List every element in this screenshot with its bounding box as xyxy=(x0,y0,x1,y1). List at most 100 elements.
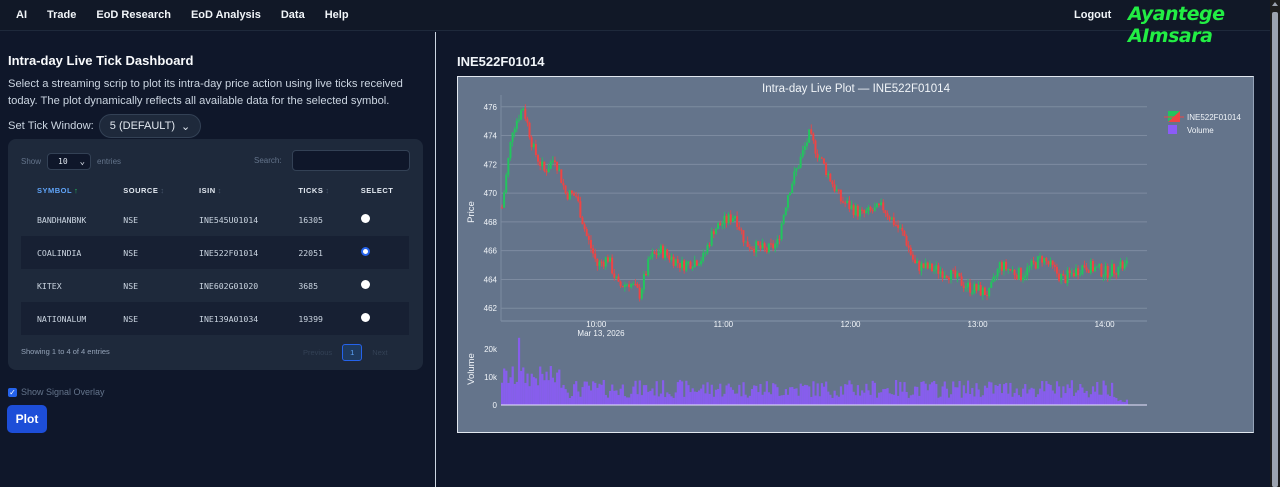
show-label: Show xyxy=(21,157,42,166)
chevron-down-icon: ⌄ xyxy=(181,120,191,133)
cell-ticks: 22051 xyxy=(282,236,345,269)
right-panel: INE522F01014 Intra-day Live Plot — INE52… xyxy=(437,32,1270,487)
date-subtitle: Mar 13, 2026 xyxy=(577,329,625,338)
plot-button[interactable]: Plot xyxy=(7,405,47,433)
table-row[interactable]: BANDHANBNK NSE INE545U01014 16305 xyxy=(21,203,409,236)
selected-isin-heading: INE522F01014 xyxy=(457,54,545,69)
scroll-up-icon[interactable] xyxy=(1272,2,1278,6)
table-row[interactable]: COALINDIA NSE INE522F01014 22051 xyxy=(21,236,409,269)
cell-ticks: 16305 xyxy=(298,214,323,225)
cell-symbol: NATIONALUM xyxy=(21,302,108,335)
cell-isin: INE139A01034 xyxy=(183,302,283,335)
tick-window-label: Set Tick Window: xyxy=(8,120,94,132)
page-scrollbar[interactable] xyxy=(1270,0,1280,487)
cell-source: NSE xyxy=(107,236,184,269)
table-info: Showing 1 to 4 of 4 entries xyxy=(21,347,110,356)
page-length-select[interactable]: 10 ⌄ xyxy=(47,153,92,170)
cell-symbol: COALINDIA xyxy=(21,236,108,269)
legend-item-candles[interactable]: INE522F01014 xyxy=(1164,111,1241,122)
price-axis-label: Price xyxy=(466,201,477,223)
column-header-ticks[interactable]: TICKS ↕ xyxy=(298,186,330,195)
live-plot[interactable]: Intra-day Live Plot — INE522F01014 462 46… xyxy=(457,76,1254,433)
svg-text:10:00: 10:00 xyxy=(586,320,607,329)
cell-ticks: 19399 xyxy=(282,302,345,335)
svg-text:476: 476 xyxy=(484,103,498,112)
nav-item-eod-analysis[interactable]: EoD Analysis xyxy=(190,9,261,21)
volume-axis-ticks: 0 10k 20k xyxy=(484,345,498,410)
search-label: Search: xyxy=(254,156,282,165)
price-axis-ticks: 462 464 466 468 470 472 474 476 xyxy=(484,103,498,313)
column-header-isin[interactable]: ISIN ↕ xyxy=(199,186,222,195)
cell-ticks: 3685 xyxy=(298,280,319,291)
symbols-table-card: Show 10 ⌄ entries Search: SYMBOL ↑ SOURCE… xyxy=(8,139,423,370)
previous-button[interactable]: Previous xyxy=(303,348,333,357)
plot-canvas[interactable]: Intra-day Live Plot — INE522F01014 462 46… xyxy=(458,77,1255,434)
tick-window-select[interactable]: 5 (DEFAULT) ⌄ xyxy=(98,114,202,138)
dashboard-description: Select a streaming scrip to plot its int… xyxy=(8,78,403,107)
svg-text:14:00: 14:00 xyxy=(1095,320,1116,329)
logout-link[interactable]: Logout xyxy=(1074,9,1112,21)
select-radio[interactable] xyxy=(360,313,370,322)
chart-legend[interactable]: INE522F01014 Volume xyxy=(1164,111,1241,135)
select-radio[interactable] xyxy=(360,247,370,256)
svg-text:0: 0 xyxy=(493,401,498,410)
search-input[interactable] xyxy=(291,150,410,171)
page-button-1[interactable]: 1 xyxy=(342,344,363,361)
select-radio[interactable] xyxy=(360,280,370,289)
cell-symbol: BANDHANBNK xyxy=(37,214,87,225)
svg-text:20k: 20k xyxy=(484,345,498,354)
nav-item-ai[interactable]: AI xyxy=(16,9,27,21)
svg-text:10k: 10k xyxy=(484,373,498,382)
nav-item-data[interactable]: Data xyxy=(280,9,305,21)
cell-source: NSE xyxy=(123,214,139,225)
signal-overlay-label: Show Signal Overlay xyxy=(21,387,105,397)
tick-window-value: 5 (DEFAULT) xyxy=(109,120,175,132)
svg-text:474: 474 xyxy=(484,132,498,141)
column-header-source[interactable]: SOURCE ↕ xyxy=(123,186,165,195)
cell-source: NSE xyxy=(107,302,184,335)
svg-text:472: 472 xyxy=(484,160,498,169)
entries-label: entries xyxy=(97,157,122,166)
svg-text:462: 462 xyxy=(484,304,498,313)
main-menu: AI Trade EoD Research EoD Analysis Data … xyxy=(0,9,359,21)
checkbox-checked-icon[interactable]: ✓ xyxy=(8,387,17,397)
nav-item-trade[interactable]: Trade xyxy=(47,9,77,21)
cell-isin: INE545U01014 xyxy=(199,214,259,225)
left-panel: Intra-day Live Tick Dashboard Select a s… xyxy=(0,32,436,487)
scrollbar-thumb[interactable] xyxy=(1272,12,1278,487)
time-axis-ticks: 10:00 11:00 12:00 13:00 14:00 xyxy=(586,320,1115,329)
svg-text:470: 470 xyxy=(484,189,498,198)
pagination: Previous 1 Next xyxy=(303,344,388,361)
next-button[interactable]: Next xyxy=(372,348,388,357)
table-search: Search: xyxy=(254,150,410,171)
cell-symbol: KITEX xyxy=(37,280,62,291)
volume-series[interactable] xyxy=(501,337,1147,406)
volume-axis-label: Volume xyxy=(466,353,477,385)
column-header-symbol[interactable]: SYMBOL ↑ xyxy=(37,186,79,195)
chevron-down-icon: ⌄ xyxy=(79,156,86,167)
nav-item-eod-research[interactable]: EoD Research xyxy=(96,9,171,21)
cell-isin: INE602G01020 xyxy=(199,280,259,291)
legend-item-volume[interactable]: Volume xyxy=(1168,125,1214,135)
svg-text:11:00: 11:00 xyxy=(714,320,734,329)
cell-isin: INE522F01014 xyxy=(183,236,283,269)
nav-item-help[interactable]: Help xyxy=(324,9,349,21)
candlestick-series[interactable] xyxy=(501,104,1128,302)
signal-overlay-toggle[interactable]: ✓ Show Signal Overlay xyxy=(8,387,105,397)
svg-text:INE522F01014: INE522F01014 xyxy=(1187,113,1241,122)
svg-text:468: 468 xyxy=(484,218,498,227)
tick-window-control: Set Tick Window: 5 (DEFAULT) ⌄ xyxy=(8,114,202,138)
select-radio[interactable] xyxy=(360,214,370,223)
table-row[interactable]: NATIONALUM NSE INE139A01034 19399 xyxy=(21,302,409,335)
brand-logo: Ayantege AImsara xyxy=(1128,3,1225,47)
svg-text:12:00: 12:00 xyxy=(840,320,861,329)
svg-text:13:00: 13:00 xyxy=(968,320,989,329)
table-row[interactable]: KITEX NSE INE602G01020 3685 xyxy=(21,269,409,302)
table-header-row: SYMBOL ↑ SOURCE ↕ ISIN ↕ TICKS ↕ SELECT xyxy=(21,178,409,203)
column-header-select: SELECT xyxy=(360,186,394,195)
symbols-table: SYMBOL ↑ SOURCE ↕ ISIN ↕ TICKS ↕ SELECT BAND… xyxy=(21,178,409,335)
price-gridlines xyxy=(500,95,1147,322)
top-nav: AI Trade EoD Research EoD Analysis Data … xyxy=(0,0,1270,47)
chart-title: Intra-day Live Plot — INE522F01014 xyxy=(762,83,951,95)
page-length-control: Show 10 ⌄ entries xyxy=(21,153,121,170)
